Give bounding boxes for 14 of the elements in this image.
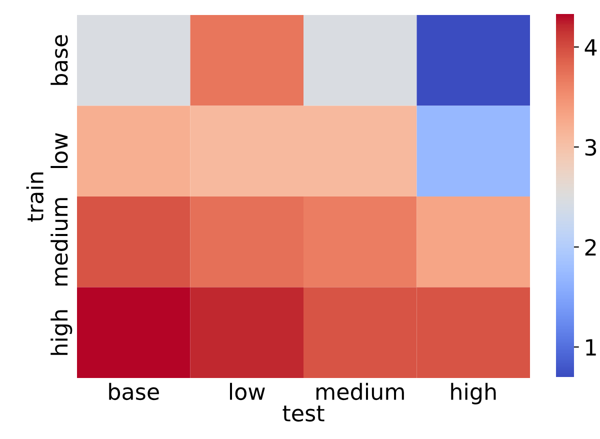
color-bar-label: 1 — [586, 339, 596, 356]
y-tick-label: medium — [50, 198, 68, 286]
y-axis-title: train — [26, 172, 44, 222]
x-tick-label: base — [109, 382, 159, 400]
x-tick-label: low — [230, 382, 265, 400]
y-tick-label: low — [50, 133, 68, 168]
x-tick-label: medium — [316, 382, 404, 400]
color-bar-label: 3 — [585, 138, 596, 156]
x-tick-label: high — [451, 382, 496, 404]
y-tick-label: base — [50, 35, 68, 85]
color-bar-label: 2 — [585, 238, 596, 256]
x-axis-title: test — [282, 406, 324, 422]
color-bar-label: 4 — [584, 39, 597, 56]
y-tick-label: high — [50, 310, 72, 355]
